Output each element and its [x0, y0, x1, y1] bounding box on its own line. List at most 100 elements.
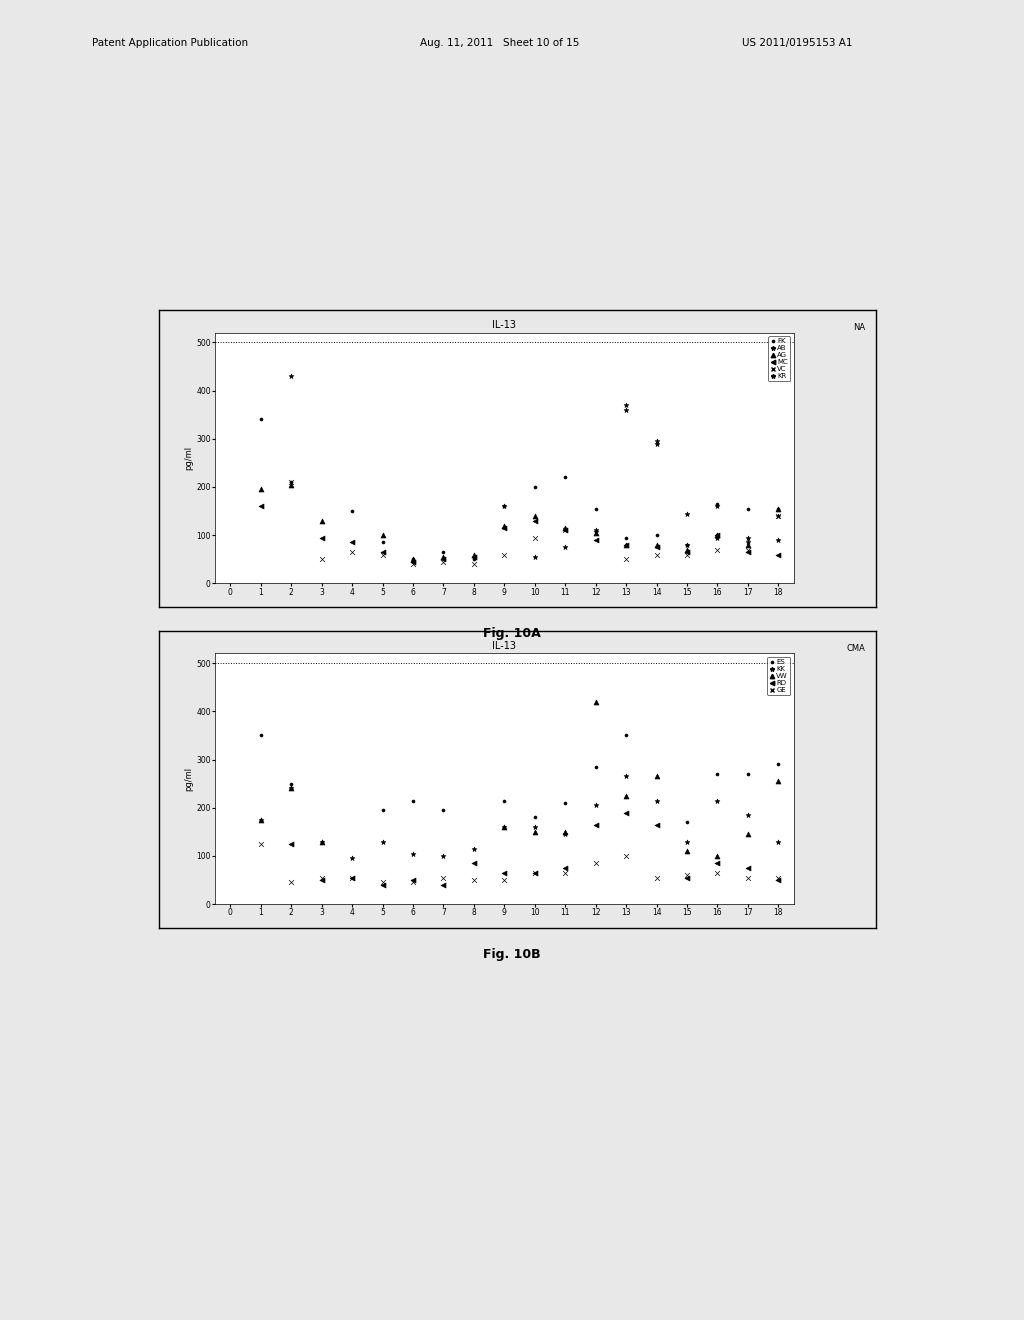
Point: [253, 496, 269, 517]
Point: [710, 845, 726, 866]
Point: [588, 814, 604, 836]
Point: [283, 774, 299, 795]
Point: [496, 862, 512, 883]
Point: [710, 496, 726, 517]
Point: [435, 800, 452, 821]
Point: [404, 789, 421, 810]
Point: [404, 553, 421, 574]
Point: [253, 833, 269, 854]
Point: [770, 498, 786, 519]
Point: [344, 532, 360, 553]
Point: [283, 471, 299, 492]
Point: [404, 552, 421, 573]
Point: [466, 870, 482, 891]
Point: [617, 527, 634, 548]
Point: [313, 527, 330, 548]
Point: [526, 510, 543, 531]
Point: [466, 544, 482, 565]
Point: [313, 867, 330, 888]
Point: [648, 524, 665, 545]
Point: [375, 800, 391, 821]
Point: [526, 862, 543, 883]
Point: [617, 549, 634, 570]
Point: [557, 520, 573, 541]
Point: [679, 841, 695, 862]
Point: [466, 546, 482, 568]
Point: [375, 874, 391, 895]
Point: [770, 771, 786, 792]
Point: [770, 754, 786, 775]
Point: [739, 527, 756, 548]
Point: [679, 812, 695, 833]
Point: [557, 858, 573, 879]
Point: [770, 870, 786, 891]
Point: [526, 821, 543, 842]
Point: [770, 544, 786, 565]
Point: [588, 795, 604, 816]
Point: [617, 766, 634, 787]
Point: [770, 506, 786, 527]
Point: [404, 549, 421, 570]
Point: [526, 527, 543, 548]
Point: [588, 523, 604, 544]
Point: [496, 517, 512, 539]
Point: [557, 467, 573, 488]
Point: [526, 862, 543, 883]
Point: [588, 853, 604, 874]
Point: [344, 847, 360, 869]
Point: [375, 524, 391, 545]
Point: [283, 366, 299, 387]
Point: [283, 833, 299, 854]
Point: [588, 520, 604, 541]
Text: NA: NA: [853, 323, 865, 333]
Point: [435, 541, 452, 562]
Y-axis label: pg/ml: pg/ml: [184, 767, 194, 791]
Point: [375, 541, 391, 562]
Point: [466, 549, 482, 570]
Point: [739, 804, 756, 825]
Point: [679, 539, 695, 560]
Point: [648, 537, 665, 558]
Point: [435, 867, 452, 888]
Point: [557, 520, 573, 541]
Point: [344, 500, 360, 521]
Point: [404, 873, 421, 894]
Point: [710, 763, 726, 784]
Point: [404, 843, 421, 865]
Point: [404, 870, 421, 891]
Point: [557, 517, 573, 539]
Point: [496, 496, 512, 517]
Point: [679, 541, 695, 562]
Point: [283, 777, 299, 799]
Point: [435, 549, 452, 570]
Point: [648, 430, 665, 451]
Point: [253, 809, 269, 830]
Point: [770, 529, 786, 550]
Point: [526, 506, 543, 527]
Point: [375, 544, 391, 565]
Point: [526, 807, 543, 828]
Point: [648, 814, 665, 836]
Point: [679, 867, 695, 888]
Point: [770, 832, 786, 853]
Point: [648, 433, 665, 454]
Title: IL-13: IL-13: [493, 642, 516, 651]
Y-axis label: pg/ml: pg/ml: [184, 446, 194, 470]
Point: [679, 535, 695, 556]
Point: [710, 539, 726, 560]
Point: [253, 725, 269, 746]
Legend: ES, KK, VW, RD, GE: ES, KK, VW, RD, GE: [767, 657, 791, 696]
Point: [557, 862, 573, 883]
Point: [710, 527, 726, 548]
Point: [557, 537, 573, 558]
Point: [404, 549, 421, 570]
Text: CMA: CMA: [847, 644, 865, 653]
Point: [648, 544, 665, 565]
Point: [435, 874, 452, 895]
Point: [253, 809, 269, 830]
Point: [617, 845, 634, 866]
Point: [679, 865, 695, 886]
Point: [588, 756, 604, 777]
Point: [496, 789, 512, 810]
Point: [435, 845, 452, 866]
